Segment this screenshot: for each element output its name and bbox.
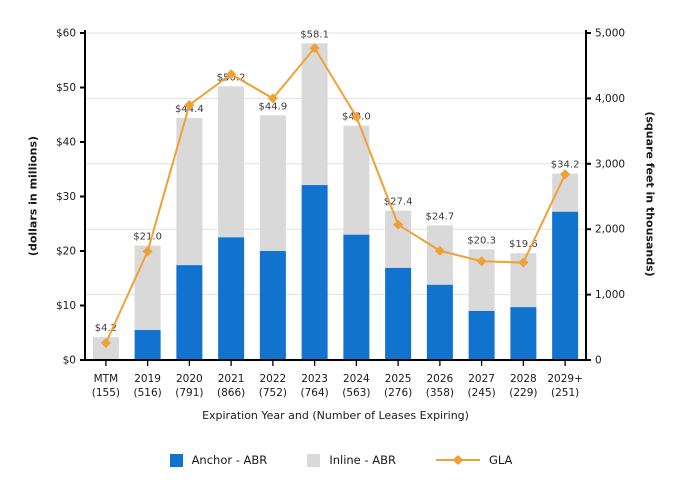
- bar-total-label: $58.1: [300, 29, 329, 40]
- right-axis-tick-label: 2,000: [595, 224, 625, 236]
- x-axis-title: Expiration Year and (Number of Leases Ex…: [202, 409, 469, 422]
- bar-inline-abr: [259, 115, 286, 251]
- bar-inline-abr: [134, 245, 161, 331]
- gla-marker: [226, 69, 237, 80]
- bar-total-label: $19.6: [509, 239, 538, 250]
- x-category-year-label: MTM: [94, 373, 119, 385]
- right-axis-tick-label: 5,000: [595, 28, 625, 40]
- x-category-count-label: (276): [384, 387, 412, 399]
- bar-inline-abr: [343, 125, 370, 235]
- bar-inline-abr: [385, 210, 412, 268]
- bar-total-label: $4.2: [95, 323, 117, 334]
- right-axis-title: (square feet in thousands): [643, 111, 657, 277]
- left-axis-tick-label: $10: [56, 300, 76, 312]
- gla-marker: [184, 99, 195, 110]
- left-axis-tick-label: $60: [56, 28, 76, 40]
- left-axis-title: (dollars in millions): [26, 135, 40, 257]
- x-category-year-label: 2026: [427, 373, 454, 385]
- bar-anchor-abr: [426, 284, 453, 360]
- x-category-count-label: (764): [301, 387, 329, 399]
- x-category-year-label: 2029+: [547, 373, 583, 385]
- x-category-count-label: (155): [92, 387, 120, 399]
- x-category-count-label: (251): [551, 387, 579, 399]
- x-category-year-label: 2019: [134, 373, 161, 385]
- bar-total-label: $21.0: [133, 232, 162, 243]
- bar-anchor-abr: [343, 234, 370, 360]
- x-category-count-label: (229): [509, 387, 537, 399]
- left-axis-tick-label: $50: [56, 82, 76, 94]
- x-category-year-label: 2020: [176, 373, 203, 385]
- bar-anchor-abr: [218, 237, 245, 360]
- bar-anchor-abr: [385, 267, 412, 360]
- anchor-abr-swatch-icon: [169, 453, 183, 467]
- bar-inline-abr: [301, 43, 328, 186]
- gla-marker: [476, 256, 487, 267]
- x-category-count-label: (563): [342, 387, 370, 399]
- left-axis-tick-label: $30: [56, 191, 76, 203]
- x-category-year-label: 2027: [468, 373, 495, 385]
- gla-line: [104, 46, 567, 344]
- bar-anchor-abr: [176, 265, 203, 360]
- legend-item-inline-abr: Inline - ABR: [307, 453, 396, 467]
- left-axis-tick-label: $20: [56, 246, 76, 258]
- gla-marker: [309, 43, 320, 54]
- bar-anchor-abr: [510, 307, 537, 360]
- bar-inline-abr: [92, 337, 119, 360]
- gla-line-diamond-icon: [435, 455, 480, 465]
- x-category-count-label: (516): [134, 387, 162, 399]
- left-axis-tick-label: $40: [56, 137, 76, 149]
- x-category-count-label: (752): [259, 387, 287, 399]
- bar-inline-abr: [218, 86, 245, 238]
- bar-total-label: $34.2: [551, 160, 580, 171]
- bar-anchor-abr: [468, 310, 495, 360]
- x-category-year-label: 2025: [385, 373, 412, 385]
- gla-marker: [351, 111, 362, 122]
- x-category-count-label: (245): [468, 387, 496, 399]
- right-axis-tick-label: 0: [595, 355, 602, 367]
- bar-total-label: $20.3: [467, 235, 496, 246]
- right-axis-tick-label: 1,000: [595, 289, 625, 301]
- gla-marker: [142, 246, 153, 257]
- x-category-year-label: 2023: [301, 373, 328, 385]
- right-axis-tick-label: 4,000: [595, 93, 625, 105]
- legend-item-anchor-abr: Anchor - ABR: [169, 453, 268, 467]
- x-category-year-label: 2028: [510, 373, 537, 385]
- bar-total-label: $24.7: [426, 211, 455, 222]
- x-category-count-label: (358): [426, 387, 454, 399]
- gla-marker: [518, 257, 529, 268]
- gla-marker: [267, 93, 278, 104]
- inline-abr-swatch-icon: [307, 453, 321, 467]
- bar-total-label: $27.4: [384, 197, 413, 208]
- bar-anchor-abr: [259, 251, 286, 360]
- gla-marker: [393, 219, 404, 230]
- legend: Anchor - ABR Inline - ABR GLA: [0, 453, 682, 467]
- gla-marker: [434, 245, 445, 256]
- bar-anchor-abr: [552, 211, 579, 360]
- x-category-year-label: 2022: [260, 373, 287, 385]
- x-category-year-label: 2021: [218, 373, 245, 385]
- right-axis-tick-label: 3,000: [595, 158, 625, 170]
- legend-label-inline-abr: Inline - ABR: [329, 453, 396, 467]
- x-category-count-label: (791): [175, 387, 203, 399]
- x-category-year-label: 2024: [343, 373, 370, 385]
- gla-marker: [100, 337, 111, 348]
- x-category-count-label: (866): [217, 387, 245, 399]
- bar-anchor-abr: [134, 330, 161, 360]
- bar-inline-abr: [176, 118, 203, 266]
- bar-anchor-abr: [301, 185, 328, 360]
- bar-total-label: $44.9: [259, 101, 288, 112]
- legend-item-gla: GLA: [435, 453, 513, 467]
- left-axis-tick-label: $0: [63, 355, 76, 367]
- gla-marker: [560, 169, 571, 180]
- legend-label-gla: GLA: [488, 453, 513, 467]
- legend-label-anchor-abr: Anchor - ABR: [191, 453, 268, 467]
